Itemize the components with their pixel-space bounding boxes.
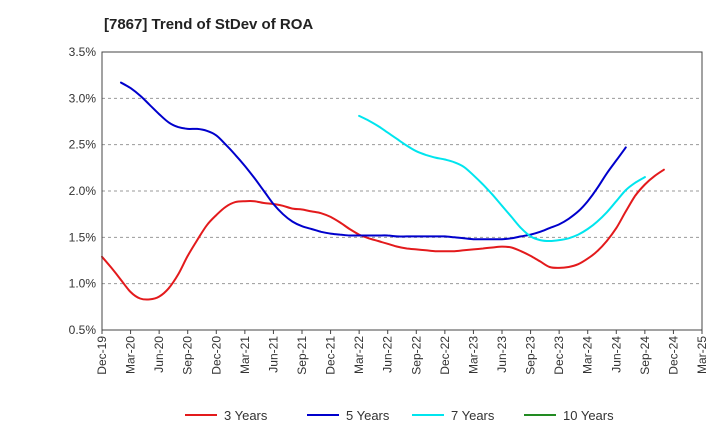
x-tick-label: Dec-21 (324, 336, 338, 375)
x-tick-label: Jun-21 (266, 336, 280, 373)
x-tick-label: Sep-20 (181, 336, 195, 375)
y-tick-label: 3.5% (69, 45, 97, 59)
x-axis-ticks: Dec-19 Mar-20 Jun-20 Sep-20 Dec-20 Mar-21 Jun-… (95, 330, 709, 375)
x-tick-label: Dec-23 (552, 336, 566, 375)
x-tick-label: Jun-24 (609, 336, 623, 373)
y-tick-label: 3.0% (69, 91, 97, 105)
x-tick-label: Dec-19 (95, 336, 109, 375)
series-line-5-years (120, 81, 627, 241)
plot-frame (101, 51, 703, 331)
x-tick-label: Mar-20 (124, 336, 138, 374)
y-tick-label: 2.5% (69, 138, 97, 152)
legend-label-7-years: 7 Years (451, 408, 495, 423)
x-tick-label: Dec-22 (438, 336, 452, 375)
x-tick-label: Sep-24 (638, 336, 652, 375)
x-tick-label: Dec-24 (666, 336, 680, 375)
chart-title: [7867] Trend of StDev of ROA (104, 16, 313, 33)
legend-label-3-years: 3 Years (224, 408, 268, 423)
series-line-7-years (358, 114, 646, 242)
y-tick-label: 1.5% (69, 230, 97, 244)
x-tick-label: Mar-22 (352, 336, 366, 374)
series-line-3-years (101, 168, 665, 301)
y-tick-label: 1.0% (69, 277, 97, 291)
x-tick-label: Dec-20 (209, 336, 223, 375)
x-tick-label: Jun-23 (495, 336, 509, 373)
grid (102, 97, 702, 285)
x-tick-label: Sep-22 (409, 336, 423, 375)
x-tick-label: Mar-25 (695, 336, 709, 374)
x-tick-label: Jun-22 (381, 336, 395, 373)
y-axis-ticks: 0.5% 1.0% 1.5% 2.0% 2.5% 3.0% 3.5% (69, 45, 97, 337)
x-tick-label: Mar-24 (581, 336, 595, 374)
legend: 3 Years 5 Years 7 Years 10 Years (185, 408, 614, 423)
legend-label-10-years: 10 Years (563, 408, 614, 423)
y-tick-label: 0.5% (69, 323, 97, 337)
series-lines (101, 81, 665, 301)
x-tick-label: Sep-23 (524, 336, 538, 375)
x-tick-label: Mar-21 (238, 336, 252, 374)
x-tick-label: Mar-23 (466, 336, 480, 374)
legend-label-5-years: 5 Years (346, 408, 390, 423)
x-tick-label: Sep-21 (295, 336, 309, 375)
x-tick-label: Jun-20 (152, 336, 166, 373)
y-tick-label: 2.0% (69, 184, 97, 198)
